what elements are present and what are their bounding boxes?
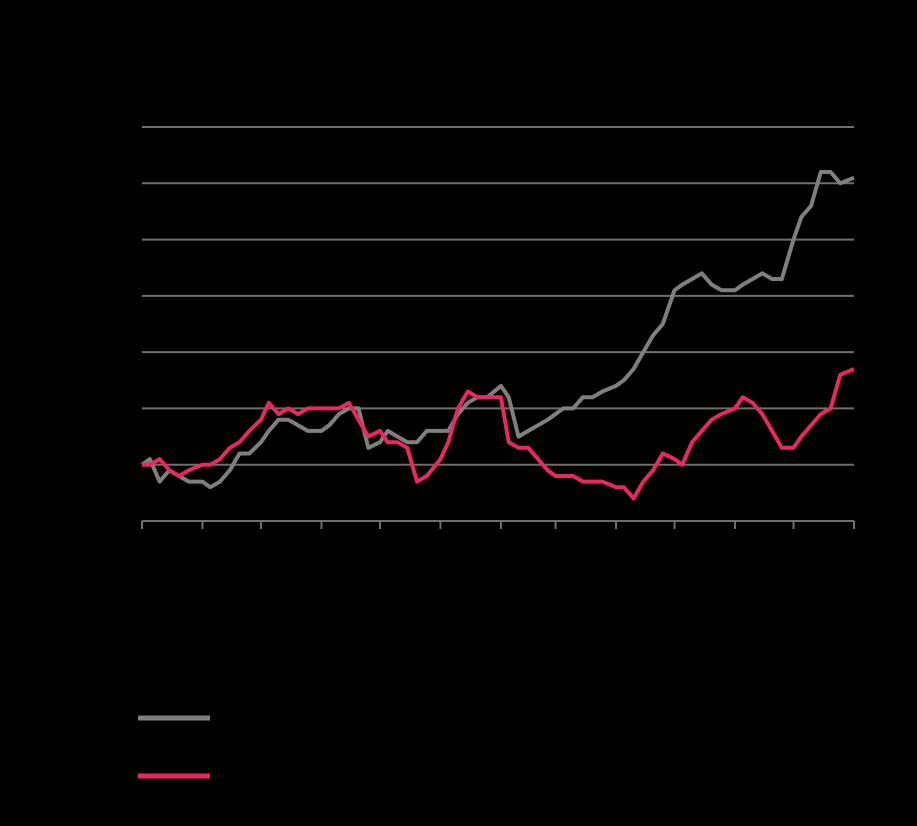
y-tick-label: 140	[62, 226, 114, 257]
legend-label: Huvudmarknad (Läkemedel & bioteknik)	[220, 704, 747, 734]
y-axis-ticks: 90 100 110 120 130 140 150 160	[62, 113, 114, 538]
y-tick-label: 130	[62, 282, 114, 313]
series-line-1	[140, 170, 855, 490]
y-tick-label: 100	[62, 451, 114, 482]
y-tick-label: 110	[62, 394, 114, 425]
series-line-2	[142, 367, 855, 501]
y-tick-label: 150	[62, 169, 114, 200]
y-tick-label: 90	[80, 507, 114, 538]
y-tick-label: 120	[62, 338, 114, 369]
legend-label: First North (Health Care)	[220, 762, 538, 792]
legend: Huvudmarknad (Läkemedel & bioteknik) Firs…	[138, 704, 747, 792]
chart-title: Index (12 månader)	[271, 31, 649, 75]
y-tick-label: 160	[62, 113, 114, 144]
series-lines	[140, 170, 855, 501]
gridlines	[142, 126, 854, 466]
